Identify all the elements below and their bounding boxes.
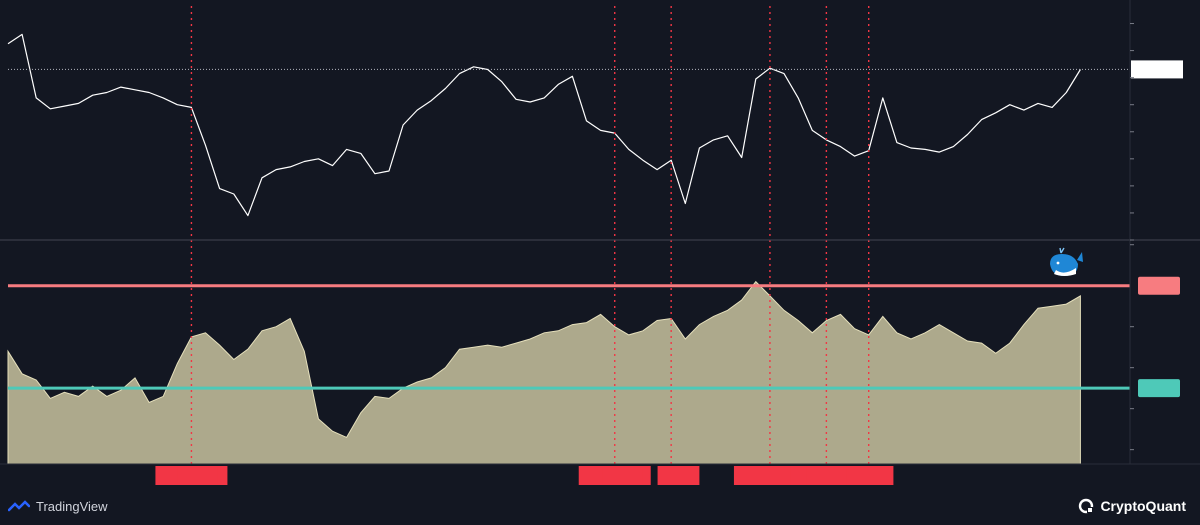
tradingview-logo-icon [8, 500, 30, 512]
cryptoquant-branding: CryptoQuant [1078, 496, 1186, 516]
whale-belly [1054, 268, 1076, 276]
whale-body [1050, 254, 1078, 276]
x-marker-badge [806, 466, 847, 485]
x-marker-badge [733, 466, 806, 485]
hline-badge-0.9000 [1138, 276, 1180, 295]
btc-price-line [7, 33, 1081, 217]
tradingview-label: TradingView [36, 498, 108, 514]
whale-eye [1056, 261, 1060, 265]
cryptoquant-logo-icon [1079, 498, 1094, 514]
x-marker-badge [659, 466, 700, 485]
whale-tail [1077, 252, 1083, 262]
x-marker-badge [853, 466, 894, 485]
last-price-badge [1131, 60, 1183, 79]
whale-spout [1059, 247, 1065, 254]
whale-icon [1050, 247, 1083, 276]
hline-badge-0.8500 [1138, 379, 1180, 398]
tradingview-branding: TradingView [8, 496, 108, 516]
x-marker-badge [177, 466, 218, 485]
x-marker-badge [602, 466, 643, 485]
cryptoquant-label: CryptoQuant [1100, 498, 1186, 514]
whale-ratio-area [7, 280, 1081, 465]
